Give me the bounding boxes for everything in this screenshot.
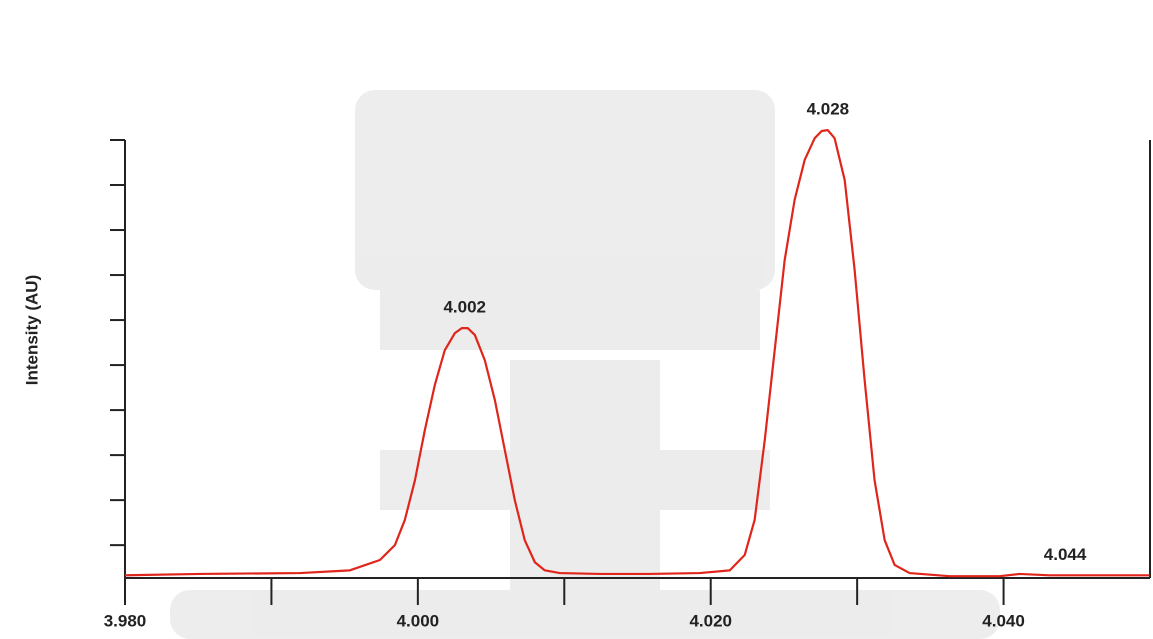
peak-label: 4.002 (443, 298, 486, 317)
peak-label: 4.028 (807, 100, 850, 119)
x-tick-label: 3.980 (104, 611, 147, 630)
x-tick-label: 4.040 (982, 611, 1025, 630)
x-tick-label: 4.020 (689, 611, 732, 630)
backdrop-shape (380, 450, 770, 510)
backdrop (170, 90, 1000, 639)
backdrop-shape (510, 360, 660, 590)
x-tick-label: 4.000 (397, 611, 440, 630)
peak-label: 4.044 (1044, 545, 1087, 564)
line-series (124, 129, 1150, 578)
y-axis-label: Intensity (AU) (22, 275, 41, 386)
backdrop-shape (380, 290, 760, 350)
backdrop-shape (170, 590, 1000, 639)
backdrop-shape (355, 90, 775, 290)
